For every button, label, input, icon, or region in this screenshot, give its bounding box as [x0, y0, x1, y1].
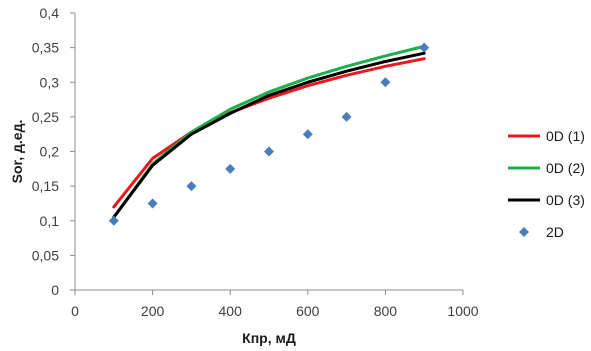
- y-tick-label: 0,05: [32, 247, 59, 263]
- data-point: [302, 129, 313, 140]
- y-tick-label: 0,1: [40, 213, 60, 229]
- legend-item: 0D (1): [508, 128, 585, 144]
- data-point: [186, 181, 197, 192]
- data-point: [264, 146, 274, 157]
- legend-label: 0D (3): [546, 192, 585, 208]
- x-tick-label: 400: [219, 303, 243, 319]
- series-line: [112, 44, 426, 219]
- x-ticks: 0 200 400 600 800 1000: [71, 290, 479, 319]
- x-tick-label: 1000: [447, 303, 478, 319]
- y-tick-label: 0,4: [40, 5, 60, 21]
- legend-label: 2D: [546, 224, 564, 240]
- y-axis-title: Sor, д.ед.: [9, 120, 25, 184]
- x-tick-label: 600: [296, 303, 320, 319]
- x-tick-label: 800: [374, 303, 398, 319]
- data-point: [225, 163, 236, 174]
- x-tick-label: 0: [71, 303, 79, 319]
- data-point: [341, 111, 352, 122]
- series-line-2: [112, 44, 426, 219]
- series-layer: [108, 42, 430, 226]
- data-point: [108, 215, 119, 226]
- legend-label: 0D (2): [546, 160, 585, 176]
- legend: 0D (1) 0D (2) 0D (3) 2D: [508, 128, 585, 240]
- legend-label: 0D (1): [546, 128, 585, 144]
- series-line-3: [112, 51, 426, 219]
- y-tick-label: 0,15: [32, 178, 59, 194]
- data-point: [380, 77, 391, 88]
- data-point: [147, 198, 158, 209]
- series-line: [112, 57, 426, 209]
- x-tick-label: 200: [141, 303, 165, 319]
- y-ticks: 0 0,05 0,1 0,15 0,2 0,25 0,3 0,35 0,4: [32, 5, 75, 298]
- y-tick-label: 0,2: [40, 144, 60, 160]
- legend-item: 0D (3): [508, 192, 585, 208]
- legend-item: 0D (2): [508, 160, 585, 176]
- y-tick-label: 0,25: [32, 109, 59, 125]
- data-point: [419, 42, 430, 53]
- y-tick-label: 0: [51, 282, 59, 298]
- series-scatter-4: [108, 42, 430, 226]
- x-axis-title: Кпр, мД: [242, 330, 296, 346]
- y-tick-label: 0,3: [40, 74, 60, 90]
- series-line: [112, 51, 426, 219]
- series-line-1: [112, 57, 426, 209]
- legend-swatch-marker: [519, 227, 529, 237]
- y-tick-label: 0,35: [32, 40, 59, 56]
- legend-item: 2D: [519, 224, 564, 240]
